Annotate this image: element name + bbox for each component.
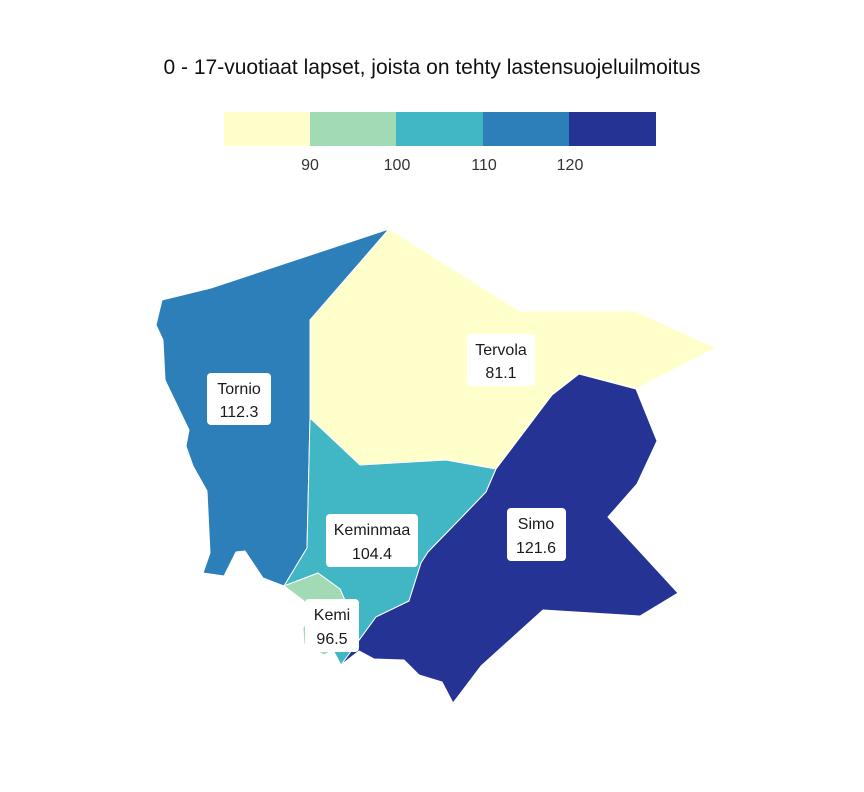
legend-bin-1 [224,112,311,146]
legend-bin-5 [569,112,656,146]
label-keminmaa-value: 104.4 [352,546,392,563]
legend-tick-100: 100 [384,157,411,174]
map-title: 0 - 17-vuotiaat lapset, joista on tehty … [163,56,701,79]
label-simo-value: 121.6 [516,540,556,557]
legend-bin-3 [396,112,484,146]
label-keminmaa-name: Keminmaa [334,522,411,539]
legend: 90 100 110 120 [224,112,656,174]
label-tervola-value: 81.1 [485,365,516,382]
label-simo: Simo 121.6 [507,508,566,561]
legend-bin-2 [310,112,397,146]
regions [155,228,717,704]
label-kemi-value: 96.5 [316,631,347,648]
legend-tick-120: 120 [557,157,584,174]
label-tornio-value: 112.3 [220,404,259,421]
legend-tick-90: 90 [301,157,319,174]
label-kemi-name: Kemi [314,607,350,624]
label-tornio-name: Tornio [217,381,261,398]
label-tornio: Tornio 112.3 [207,373,271,425]
label-simo-name: Simo [518,516,555,533]
label-tervola: Tervola 81.1 [467,334,535,386]
label-kemi: Kemi 96.5 [305,599,359,652]
label-keminmaa: Keminmaa 104.4 [326,514,418,567]
region-labels: Tornio 112.3 Tervola 81.1 Keminmaa 104.4… [207,334,566,652]
legend-tick-110: 110 [471,157,497,174]
legend-bin-4 [483,112,570,146]
label-tervola-name: Tervola [475,342,527,359]
